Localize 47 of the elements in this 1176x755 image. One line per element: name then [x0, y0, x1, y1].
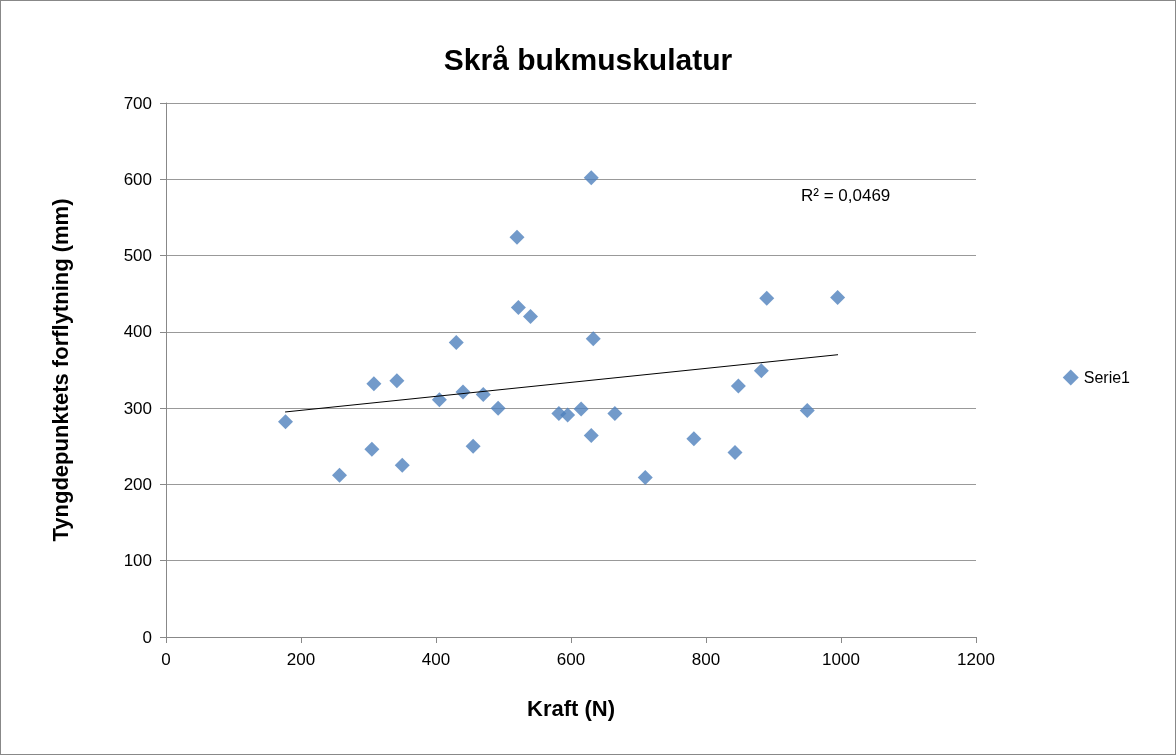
y-tick-label: 500 [123, 246, 152, 266]
y-axis-title: Tyngdepunktets forflytning (mm) [47, 198, 73, 542]
point [510, 299, 526, 315]
point [465, 438, 481, 454]
point [686, 431, 702, 447]
y-tick-label: 400 [123, 322, 152, 342]
point [830, 290, 846, 306]
point [585, 331, 601, 347]
x-tick-label: 200 [286, 650, 316, 669]
point [490, 400, 506, 416]
y-tick-label: 200 [123, 474, 152, 494]
x-tick-label: 1200 [957, 650, 995, 669]
point [523, 309, 538, 325]
point [759, 290, 775, 306]
x-tick-label: 1000 [822, 650, 860, 669]
x-tick-label: 400 [421, 650, 451, 669]
chart-title: Skrå bukmuskulatur [443, 42, 733, 76]
point [730, 378, 746, 394]
point [583, 170, 599, 186]
annotation: R² = 0,0469 [801, 186, 891, 205]
y-tick-label: 300 [123, 398, 152, 418]
y-tick-label: 700 [123, 93, 152, 113]
point [583, 428, 599, 444]
x-axis-title: Kraft (N) [527, 695, 615, 721]
point [509, 229, 525, 245]
point [799, 402, 815, 418]
point [331, 467, 347, 483]
point [607, 405, 623, 421]
point [560, 407, 576, 423]
legend-label: Serie1 [1083, 369, 1131, 386]
point [364, 441, 380, 457]
point [366, 376, 382, 392]
y-tick-label: 600 [123, 169, 152, 189]
point [727, 444, 743, 460]
point [431, 392, 447, 408]
x-tick-label: 800 [691, 650, 721, 669]
point [753, 363, 769, 379]
point [448, 335, 464, 351]
point [277, 414, 293, 430]
y-tick-label: 100 [123, 551, 152, 571]
x-tick-label: 600 [556, 650, 586, 669]
y-tick-label: 0 [142, 627, 152, 647]
point [389, 373, 405, 389]
point [394, 457, 410, 473]
x-tick-label: 0 [161, 650, 171, 669]
point [637, 470, 653, 486]
point [573, 401, 589, 417]
